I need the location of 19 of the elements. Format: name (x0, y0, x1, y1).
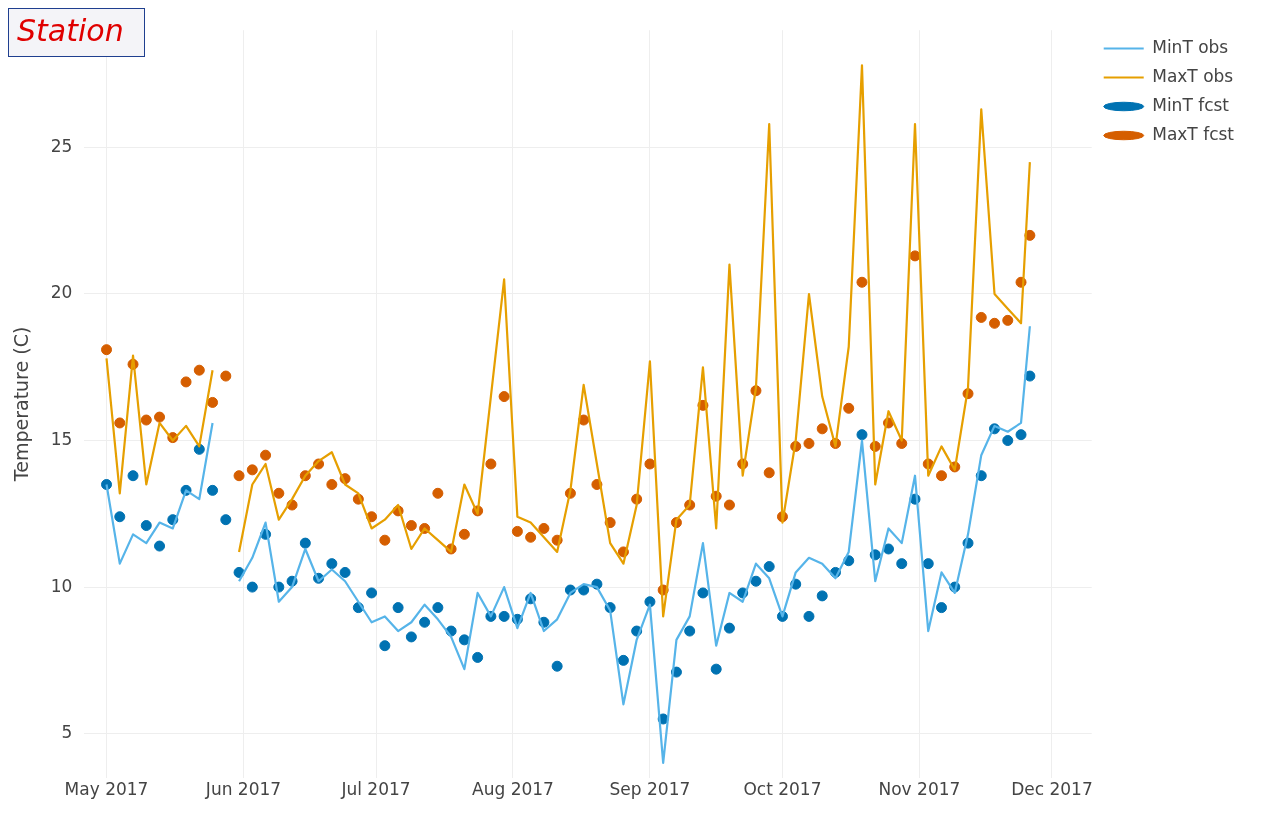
y-tick-label: 25 (50, 135, 73, 156)
legend-label: MinT obs (1152, 36, 1229, 57)
y-axis-title: Temperature (C) (10, 326, 33, 483)
x-tick-label: Oct 2017 (743, 779, 822, 800)
y-tick-label: 15 (50, 428, 73, 449)
x-tick-label: May 2017 (64, 779, 149, 800)
x-tick-label: Aug 2017 (472, 779, 554, 800)
legend-label: MinT fcst (1152, 94, 1230, 115)
x-tick-label: Jun 2017 (204, 779, 282, 800)
annotation: Station (8, 8, 145, 57)
legend-label: MaxT fcst (1152, 123, 1235, 144)
legend-label: MaxT obs (1152, 65, 1234, 86)
y-tick-label: 20 (50, 282, 73, 303)
x-tick-label: Jul 2017 (340, 779, 411, 800)
y-tick-label: 10 (50, 575, 73, 596)
x-tick-label: Dec 2017 (1011, 779, 1093, 800)
y-tick-label: 5 (61, 722, 73, 743)
x-tick-label: Sep 2017 (609, 779, 691, 800)
x-tick-label: Nov 2017 (878, 779, 961, 800)
